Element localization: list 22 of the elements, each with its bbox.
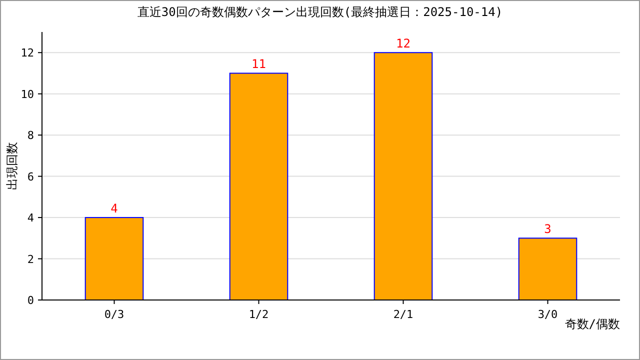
x-tick-label: 3/0	[538, 308, 558, 321]
bar	[229, 72, 288, 300]
bar	[518, 238, 578, 300]
y-tick-label: 6	[27, 170, 34, 184]
data-label: 3	[544, 222, 552, 236]
y-axis-title: 出現回数	[5, 142, 19, 190]
data-label: 11	[252, 57, 266, 72]
y-tick-label: 4	[27, 212, 34, 225]
y-tick-label: 10	[20, 88, 34, 101]
bar	[374, 52, 433, 300]
x-tick-label: 0/3	[104, 308, 124, 321]
y-tick-label: 12	[20, 46, 34, 60]
y-tick-label: 2	[27, 252, 34, 266]
data-label: 12	[396, 36, 410, 51]
x-axis-title: 奇数/偶数	[564, 317, 620, 331]
y-tick-label: 8	[27, 129, 34, 142]
x-tick-label: 2/1	[393, 308, 414, 321]
y-tick-label: 0	[27, 294, 34, 307]
bar	[84, 217, 144, 300]
x-tick-label: 1/2	[248, 308, 269, 321]
chart-title: 直近30回の奇数偶数パターン出現回数(最終抽選日：2025-10-14)	[137, 5, 503, 19]
data-label: 4	[110, 202, 118, 216]
